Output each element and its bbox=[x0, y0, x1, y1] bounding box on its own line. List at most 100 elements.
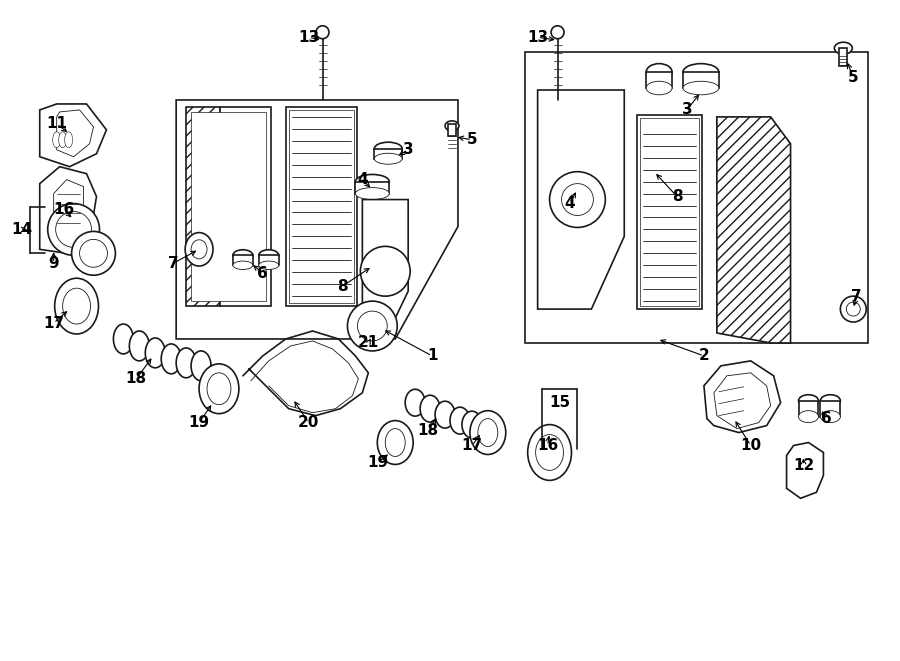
Polygon shape bbox=[54, 180, 84, 241]
Polygon shape bbox=[537, 90, 625, 309]
Ellipse shape bbox=[377, 420, 413, 465]
Ellipse shape bbox=[536, 434, 563, 471]
Circle shape bbox=[841, 296, 866, 322]
Polygon shape bbox=[787, 442, 824, 498]
Ellipse shape bbox=[834, 42, 852, 54]
Ellipse shape bbox=[646, 81, 672, 95]
Text: 8: 8 bbox=[338, 279, 347, 293]
Text: 7: 7 bbox=[168, 256, 178, 271]
Ellipse shape bbox=[161, 344, 181, 374]
Ellipse shape bbox=[63, 288, 91, 324]
Polygon shape bbox=[40, 104, 106, 167]
Polygon shape bbox=[176, 100, 458, 339]
Ellipse shape bbox=[176, 348, 196, 378]
Ellipse shape bbox=[798, 410, 818, 422]
Text: 15: 15 bbox=[549, 395, 570, 410]
Ellipse shape bbox=[405, 389, 425, 416]
Text: 12: 12 bbox=[793, 458, 814, 473]
Ellipse shape bbox=[478, 418, 498, 447]
Text: 16: 16 bbox=[537, 438, 558, 453]
Ellipse shape bbox=[462, 411, 482, 438]
Ellipse shape bbox=[420, 395, 440, 422]
Bar bbox=[374, 149, 402, 159]
Bar bbox=[191, 112, 266, 301]
Polygon shape bbox=[40, 167, 96, 253]
Bar bbox=[646, 72, 672, 88]
Text: 16: 16 bbox=[53, 202, 75, 217]
Ellipse shape bbox=[58, 132, 67, 148]
Ellipse shape bbox=[207, 373, 231, 405]
Text: 19: 19 bbox=[368, 455, 389, 470]
Ellipse shape bbox=[185, 233, 213, 266]
Ellipse shape bbox=[470, 410, 506, 455]
Ellipse shape bbox=[130, 331, 149, 361]
Ellipse shape bbox=[145, 338, 166, 368]
Ellipse shape bbox=[450, 407, 470, 434]
Text: 11: 11 bbox=[46, 116, 68, 132]
Bar bbox=[220, 107, 271, 306]
Ellipse shape bbox=[191, 351, 211, 381]
Polygon shape bbox=[714, 373, 770, 428]
Ellipse shape bbox=[356, 175, 390, 189]
Bar bbox=[233, 255, 253, 265]
Ellipse shape bbox=[356, 188, 390, 200]
Ellipse shape bbox=[683, 63, 719, 81]
Bar bbox=[448, 124, 456, 136]
Text: 19: 19 bbox=[188, 415, 210, 430]
Ellipse shape bbox=[48, 204, 100, 255]
Ellipse shape bbox=[191, 240, 207, 259]
Ellipse shape bbox=[821, 410, 841, 422]
Bar bbox=[285, 107, 357, 306]
Ellipse shape bbox=[233, 250, 253, 261]
Bar bbox=[798, 401, 818, 416]
Ellipse shape bbox=[259, 250, 279, 261]
Text: 13: 13 bbox=[298, 30, 320, 45]
Bar bbox=[525, 52, 868, 343]
Bar bbox=[637, 115, 702, 309]
Ellipse shape bbox=[113, 324, 133, 354]
Text: 4: 4 bbox=[564, 196, 575, 211]
Bar bbox=[683, 72, 719, 88]
Bar bbox=[840, 48, 847, 66]
Polygon shape bbox=[717, 117, 790, 343]
Circle shape bbox=[357, 311, 387, 341]
Bar bbox=[289, 110, 355, 303]
Ellipse shape bbox=[435, 401, 455, 428]
Circle shape bbox=[316, 26, 329, 39]
Text: 3: 3 bbox=[403, 142, 413, 157]
Circle shape bbox=[550, 172, 606, 227]
Text: 18: 18 bbox=[418, 423, 438, 438]
Ellipse shape bbox=[527, 424, 572, 481]
Ellipse shape bbox=[56, 212, 92, 247]
Text: 3: 3 bbox=[681, 102, 692, 118]
Text: 18: 18 bbox=[126, 371, 147, 386]
Ellipse shape bbox=[55, 278, 98, 334]
Ellipse shape bbox=[798, 395, 818, 407]
Ellipse shape bbox=[53, 132, 60, 148]
Ellipse shape bbox=[72, 231, 115, 275]
Text: 6: 6 bbox=[821, 411, 832, 426]
Circle shape bbox=[202, 249, 234, 280]
Ellipse shape bbox=[65, 132, 73, 148]
Ellipse shape bbox=[259, 261, 279, 270]
Text: 17: 17 bbox=[462, 438, 482, 453]
Text: 21: 21 bbox=[357, 335, 379, 350]
Ellipse shape bbox=[646, 63, 672, 81]
Circle shape bbox=[347, 301, 397, 351]
Ellipse shape bbox=[385, 428, 405, 457]
Text: 20: 20 bbox=[298, 415, 320, 430]
Circle shape bbox=[360, 247, 410, 296]
Polygon shape bbox=[57, 110, 94, 157]
Text: 9: 9 bbox=[49, 256, 59, 271]
Bar bbox=[356, 182, 390, 194]
Text: 4: 4 bbox=[357, 172, 368, 187]
Circle shape bbox=[846, 302, 860, 316]
Text: 14: 14 bbox=[11, 222, 32, 237]
Text: 5: 5 bbox=[848, 69, 859, 85]
Text: 1: 1 bbox=[427, 348, 437, 364]
Bar bbox=[640, 118, 699, 306]
Polygon shape bbox=[704, 361, 780, 432]
Ellipse shape bbox=[199, 364, 238, 414]
Text: 5: 5 bbox=[466, 132, 477, 147]
Ellipse shape bbox=[374, 142, 402, 155]
